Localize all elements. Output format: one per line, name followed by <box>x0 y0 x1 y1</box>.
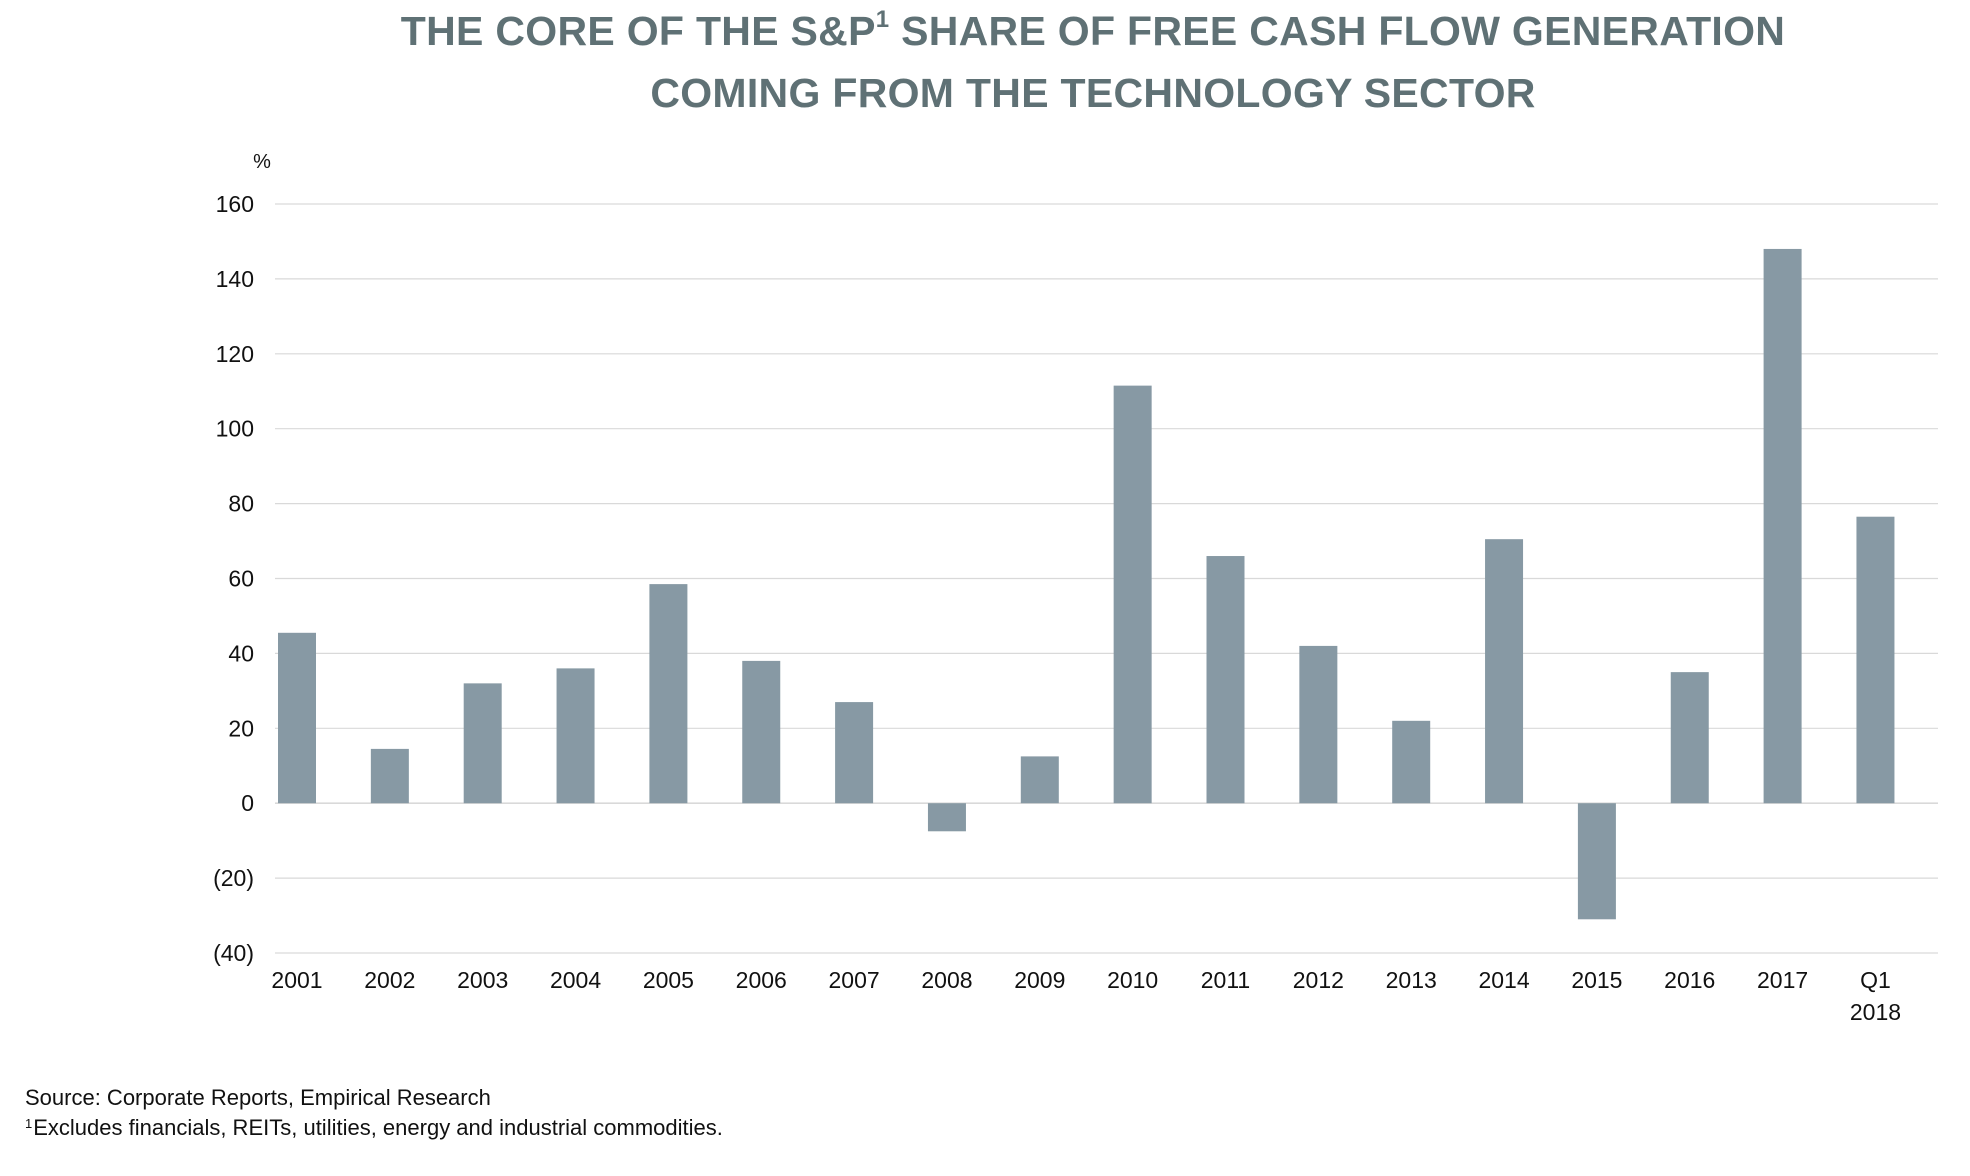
bar <box>463 683 502 804</box>
bar <box>1485 539 1524 804</box>
x-tick-label: 2007 <box>829 967 880 993</box>
x-tick-label: 2014 <box>1478 967 1529 993</box>
x-tick-label: 2008 <box>921 967 972 993</box>
bar <box>1856 516 1895 804</box>
bar <box>835 702 874 804</box>
exclusion-note-text: Excludes financials, REITs, utilities, e… <box>33 1115 723 1140</box>
x-tick-label: 2010 <box>1107 967 1158 993</box>
x-tick-label: 2011 <box>1201 967 1250 993</box>
y-tick-label: (20) <box>213 865 254 891</box>
title-footnote-marker: 1 <box>875 6 890 33</box>
x-tick-label: 2001 <box>271 967 322 993</box>
y-axis-tick-labels: 160 140 120 100 80 60 40 20 0 (20) (40) <box>213 191 254 966</box>
x-tick-label: 2004 <box>550 967 601 993</box>
chart-title-line-1: THE CORE OF THE S&P1 SHARE OF FREE CASH … <box>0 0 1970 62</box>
x-tick-label: 2018 <box>1850 999 1901 1025</box>
gridlines <box>275 203 1938 954</box>
y-tick-label: 120 <box>216 341 254 367</box>
bar <box>278 632 316 804</box>
title-prefix: THE CORE OF THE S&P <box>400 8 876 54</box>
y-tick-label: 100 <box>216 416 254 442</box>
y-tick-label: (40) <box>213 940 254 966</box>
footnotes: Source: Corporate Reports, Empirical Res… <box>25 1083 723 1143</box>
bars <box>278 248 1895 920</box>
bar <box>1577 803 1616 920</box>
x-tick-label: 2012 <box>1293 967 1344 993</box>
y-tick-label: 40 <box>228 640 254 666</box>
x-tick-label: 2009 <box>1014 967 1065 993</box>
x-tick-label: 2002 <box>364 967 415 993</box>
y-tick-label: 20 <box>228 715 254 741</box>
bar <box>742 660 781 804</box>
bar <box>1206 556 1245 804</box>
chart-title: THE CORE OF THE S&P1 SHARE OF FREE CASH … <box>0 0 1970 124</box>
y-tick-label: 0 <box>241 790 254 816</box>
source-note: Source: Corporate Reports, Empirical Res… <box>25 1085 491 1110</box>
footnote-marker: 1 <box>25 1116 33 1131</box>
y-tick-label: 140 <box>216 266 254 292</box>
bar <box>1299 645 1338 804</box>
x-tick-label: 2017 <box>1757 967 1808 993</box>
y-axis-unit-label: % <box>253 151 271 173</box>
bar <box>1020 756 1059 804</box>
y-tick-label: 160 <box>216 191 254 217</box>
bar <box>1392 720 1431 804</box>
bar <box>649 584 688 804</box>
bar <box>556 668 595 804</box>
bar <box>1763 248 1802 804</box>
y-tick-label: 60 <box>228 566 254 592</box>
bar <box>927 803 966 832</box>
x-tick-label: 2005 <box>643 967 694 993</box>
x-tick-label: 2006 <box>736 967 787 993</box>
x-tick-label: 2015 <box>1571 967 1622 993</box>
x-axis-tick-labels: 2001 2002 2003 2004 2005 2006 2007 2008 2009 2010… <box>271 967 1901 1025</box>
y-tick-label: 80 <box>228 491 254 517</box>
x-tick-label: 2016 <box>1664 967 1715 993</box>
title-suffix: SHARE OF FREE CASH FLOW GENERATION <box>889 8 1786 54</box>
x-tick-label: 2003 <box>457 967 508 993</box>
chart-title-line-2: COMING FROM THE TECHNOLOGY SECTOR <box>650 70 1536 116</box>
x-tick-label: 2013 <box>1386 967 1437 993</box>
bar <box>370 748 409 804</box>
x-tick-label: Q1 <box>1860 967 1891 993</box>
bar <box>1670 672 1709 804</box>
bar <box>1113 385 1152 804</box>
exclusion-note: 1Excludes financials, REITs, utilities, … <box>25 1113 723 1143</box>
